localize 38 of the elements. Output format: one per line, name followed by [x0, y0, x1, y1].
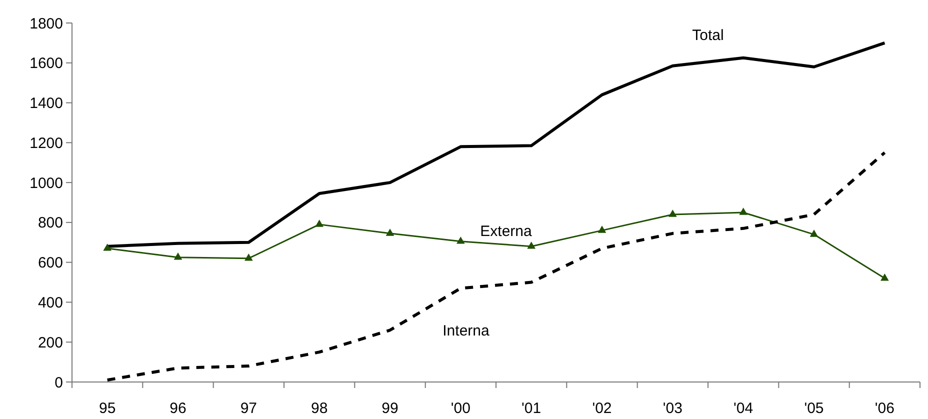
series-label: Externa	[480, 222, 532, 240]
x-tick-label: 95	[98, 400, 116, 417]
point	[174, 252, 182, 260]
series-label: Total	[692, 26, 724, 44]
y-tick-label: 1600	[30, 55, 63, 72]
point	[810, 230, 818, 237]
line-series	[106, 151, 886, 382]
point	[527, 242, 536, 249]
y-tick-label: 1000	[30, 174, 63, 192]
point	[598, 226, 606, 233]
x-tick-label: '00	[450, 400, 470, 417]
y-tick-label: 200	[38, 334, 63, 352]
point	[386, 228, 394, 236]
x-tick-label: '04	[734, 400, 754, 417]
x-tick-label: 98	[310, 400, 328, 417]
point	[739, 208, 748, 215]
y-tick-label: 0	[54, 374, 63, 392]
point	[244, 254, 253, 261]
x-tick-label: '06	[874, 400, 894, 417]
y-tick-label: 800	[38, 214, 63, 232]
point	[103, 244, 112, 251]
y-tick-label: 1800	[30, 15, 63, 32]
x-tick-label: 97	[240, 400, 258, 417]
x-tick-label: 99	[382, 400, 398, 417]
x-tick-label: '05	[804, 400, 824, 417]
point	[315, 220, 324, 227]
x-tick-label: '03	[662, 400, 682, 417]
series-label: Interna	[442, 322, 490, 340]
y-tick-label: 1400	[30, 95, 63, 112]
point	[456, 236, 465, 244]
x-tick-label: '01	[522, 400, 542, 417]
point	[880, 273, 889, 281]
x-tick-label: 96	[170, 400, 186, 417]
y-tick-label: 400	[38, 294, 63, 312]
y-tick-label: 600	[38, 254, 63, 272]
x-tick-label: '02	[592, 400, 612, 417]
y-tick-label: 1200	[30, 134, 63, 152]
point	[668, 210, 677, 217]
